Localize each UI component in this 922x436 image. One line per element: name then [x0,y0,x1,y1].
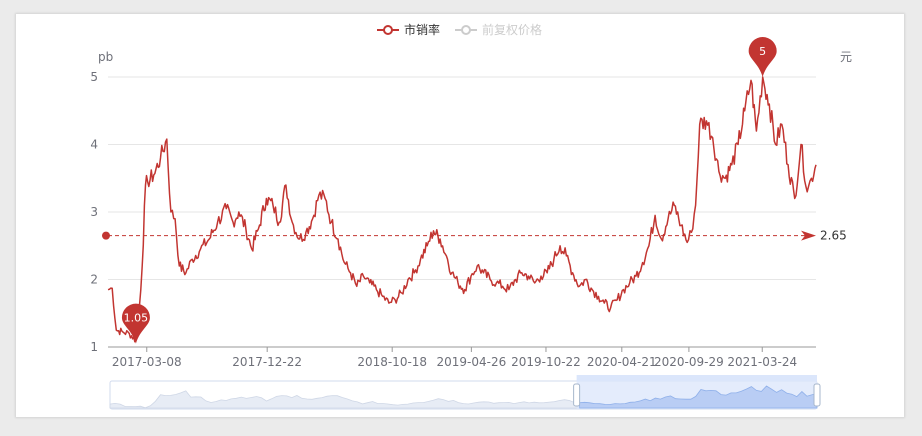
y-tick-label: 2 [90,273,98,287]
x-tick-label: 2019-10-22 [511,355,581,369]
y-tick-label: 1 [90,340,98,354]
mark-line-label: 2.65 [820,229,847,243]
x-tick-label: 2017-12-22 [232,355,302,369]
mark-points[interactable]: 51.05 [121,37,777,344]
y-tick-label: 3 [90,205,98,219]
mark-line-arrow [801,230,816,241]
min-mark-pin [121,303,150,344]
zoom-handle-right[interactable] [813,383,821,407]
min-mark-label: 1.05 [124,312,149,325]
mark-line-start-dot [102,231,110,240]
x-tick-label: 2020-04-21 [587,355,657,369]
y-axis-right-label: 元 [840,50,852,64]
zoom-move-bar[interactable] [576,375,817,381]
x-tick-label: 2021-03-24 [727,355,797,369]
y-axis-left-label: pb [98,50,113,64]
max-mark-pin [748,37,777,77]
legend-item-active[interactable]: 市销率 [377,22,440,37]
y-tick-label: 5 [90,70,98,84]
x-tick-label: 2018-10-18 [357,355,427,369]
legend-label-2: 前复权价格 [482,22,542,37]
max-mark-label: 5 [759,45,766,58]
zoom-handle-left[interactable] [573,383,581,407]
x-ticks: 2017-03-08 2017-12-22 2018-10-18 2019-04-26… [112,347,797,369]
legend-label-1: 市销率 [404,22,440,37]
legend-item-inactive[interactable]: 前复权价格 [455,22,542,37]
zoom-selected-preview [579,385,818,409]
y-ticks: 1 2 3 4 5 [90,70,98,354]
x-tick-label: 2019-04-26 [437,355,507,369]
chart-panel [16,14,904,417]
average-mark-line: 2.65 [102,229,847,243]
series-line [107,76,817,343]
x-tick-label: 2020-09-29 [654,355,724,369]
legend: 市销率 前复权价格 [377,22,542,37]
grid [108,76,816,348]
y-tick-label: 4 [90,138,98,152]
x-tick-label: 2017-03-08 [112,355,182,369]
data-zoom-slider[interactable] [109,375,821,410]
